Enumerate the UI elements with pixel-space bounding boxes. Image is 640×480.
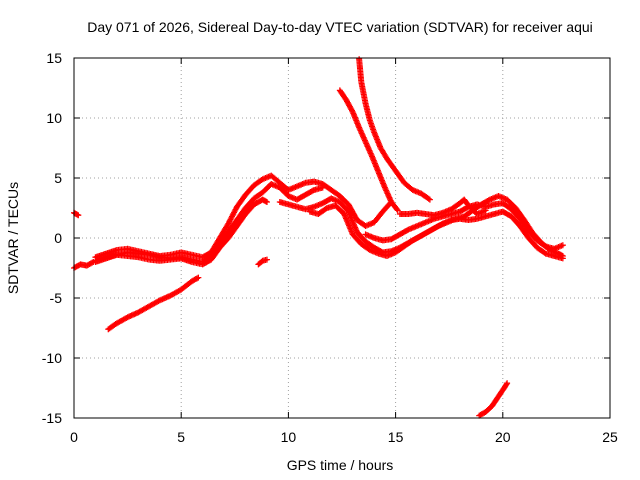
y-tick-label: 5 <box>54 170 62 186</box>
data-point <box>263 256 270 263</box>
axis-ticks: 0 5 10 15 20 25 -15 -10 -5 0 5 10 15 <box>42 50 618 445</box>
x-tick-label: 25 <box>602 429 618 445</box>
data-point <box>75 212 82 219</box>
data-point <box>322 205 329 212</box>
x-axis-label: GPS time / hours <box>287 457 394 473</box>
data-point <box>263 199 270 205</box>
y-tick-label: -15 <box>42 410 62 426</box>
data-point <box>194 275 201 282</box>
y-tick-label: -5 <box>50 290 63 306</box>
x-tick-label: 20 <box>495 429 511 445</box>
series-arc-mid-3 <box>362 200 566 252</box>
chart-title: Day 071 of 2026, Sidereal Day-to-day VTE… <box>87 19 593 35</box>
data-point <box>485 197 492 204</box>
x-tick-label: 0 <box>70 429 78 445</box>
data-point <box>503 381 510 388</box>
data-point <box>89 259 96 266</box>
x-tick-label: 10 <box>281 429 297 445</box>
data-point <box>559 253 566 259</box>
data-point <box>394 207 401 214</box>
series-arc-small-dot <box>255 256 270 268</box>
data-point <box>559 242 566 249</box>
data-point <box>349 107 356 114</box>
data-point <box>541 249 548 256</box>
data-point <box>541 242 548 249</box>
y-axis-label: SDTVAR / TECUs <box>5 182 21 294</box>
series-arc-early-dot <box>71 209 82 219</box>
y-tick-label: 0 <box>54 230 62 246</box>
data-point <box>482 207 489 214</box>
data-point <box>404 227 411 234</box>
data-point <box>309 187 316 194</box>
series-arc-low-rise <box>105 274 202 333</box>
data-point <box>393 206 400 213</box>
y-tick-label: -10 <box>42 350 62 366</box>
series-arc-main-2 <box>92 172 395 261</box>
data-point <box>434 223 441 230</box>
data-point <box>425 195 432 202</box>
data-point <box>504 380 511 387</box>
series-arc-mid-1 <box>276 195 566 262</box>
y-tick-label: 10 <box>46 110 62 126</box>
data-point <box>426 196 433 203</box>
series-arc-steep-2 <box>356 56 433 203</box>
series-arc-steep-1 <box>336 87 401 214</box>
series-arc-bottom <box>476 380 511 419</box>
data-points <box>71 56 566 419</box>
data-point <box>195 274 202 281</box>
x-tick-label: 15 <box>388 429 404 445</box>
x-tick-label: 5 <box>177 429 185 445</box>
y-tick-label: 15 <box>46 50 62 66</box>
series-arc-mid-4 <box>396 196 489 219</box>
series-arc-main-3 <box>92 196 270 268</box>
